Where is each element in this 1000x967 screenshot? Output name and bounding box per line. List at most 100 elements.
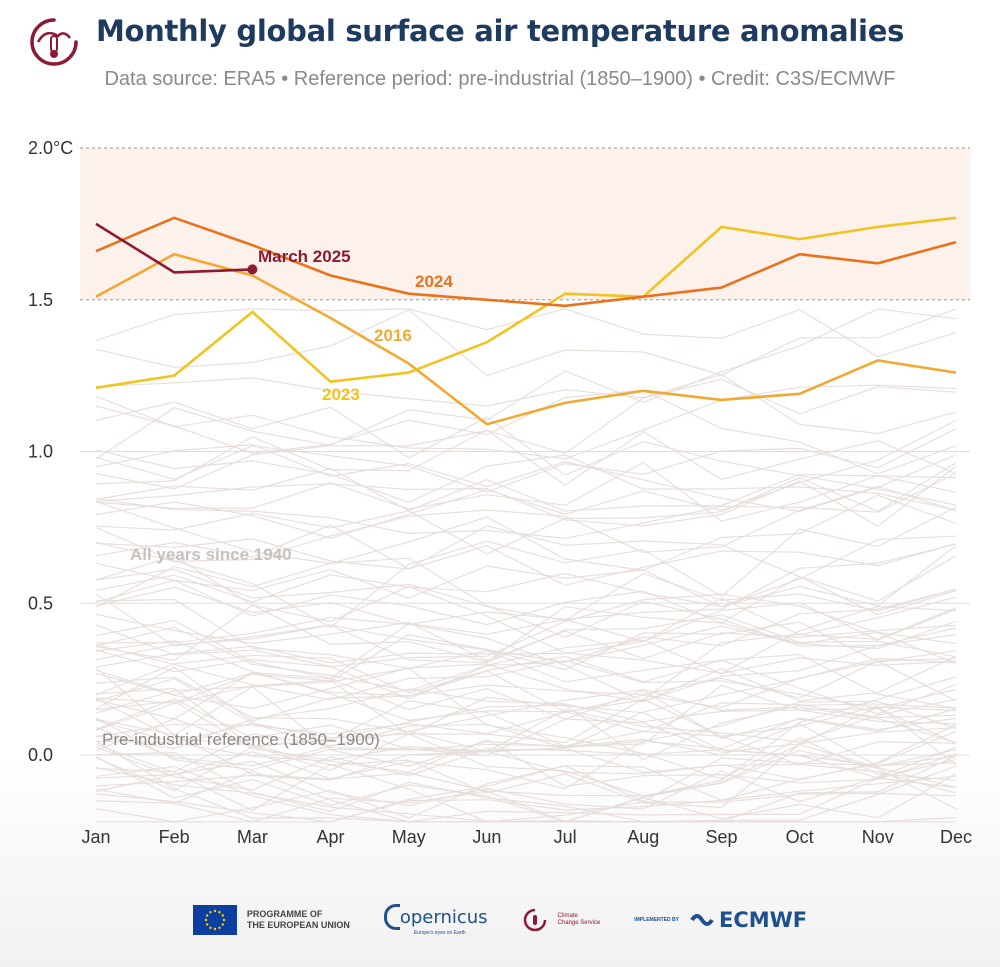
background-year-line: [95, 538, 957, 586]
background-year-line: [95, 545, 957, 608]
background-year-line: [95, 667, 957, 767]
ecmwf-logo-icon: [690, 914, 714, 926]
x-tick-label: Feb: [159, 827, 190, 847]
background-year-line: [95, 698, 957, 809]
background-year-line: [95, 598, 957, 709]
background-year-line: [95, 757, 957, 823]
eu-programme-logo: PROGRAMME OF THE EUROPEAN UNION: [192, 905, 350, 935]
background-year-line: [95, 429, 957, 486]
series-line-2024: [95, 216, 957, 308]
background-year-line: [95, 593, 957, 673]
y-tick-label: 1.5: [28, 290, 53, 310]
background-year-line: [95, 557, 957, 647]
background-year-line: [95, 506, 957, 629]
background-year-line: [95, 688, 957, 750]
background-year-line: [95, 588, 957, 700]
background-series-label: All years since 1940: [130, 545, 292, 564]
background-year-line: [95, 613, 957, 662]
series-label: 2023: [322, 385, 360, 404]
copernicus-logo-icon: [383, 904, 400, 930]
background-year-line: [95, 579, 957, 650]
c3s-text: Climate Change Service: [557, 913, 601, 926]
background-year-line: [95, 717, 957, 793]
series-label: March 2025: [258, 247, 351, 266]
background-year-line: [95, 596, 957, 680]
background-year-line: [95, 658, 957, 699]
background-year-line: [95, 667, 957, 781]
series-line-2023: [95, 216, 957, 390]
implemented-by-text: IMPLEMENTED BY: [634, 917, 679, 923]
x-tick-label: Aug: [627, 827, 659, 847]
background-year-line: [95, 751, 956, 823]
reference-label: Pre-industrial reference (1850–1900): [102, 730, 380, 749]
eu-flag-icon: [192, 905, 237, 935]
background-year-line: [95, 308, 957, 377]
background-year-line: [95, 419, 957, 539]
background-year-line: [95, 593, 957, 671]
x-tick-label: Mar: [237, 827, 268, 847]
background-year-line: [95, 543, 957, 644]
series-line-march-2025: [95, 222, 253, 274]
x-tick-label: May: [392, 827, 426, 847]
background-year-line: [95, 308, 957, 460]
background-year-line: [95, 602, 957, 668]
background-year-line: [95, 765, 957, 823]
background-year-line: [95, 461, 957, 522]
background-year-line: [95, 555, 957, 663]
page-title: Monthly global surface air temperature a…: [95, 14, 905, 48]
x-tick-label: Dec: [940, 827, 972, 847]
copernicus-logo: opernicus Europe's eyes on Earth: [383, 904, 488, 936]
background-year-line: [95, 644, 957, 710]
footer-logos: PROGRAMME OF THE EUROPEAN UNION opernicu…: [0, 895, 1000, 945]
x-tick-label: Apr: [317, 827, 345, 847]
background-year-line: [95, 586, 957, 703]
copernicus-tagline: Europe's eyes on Earth: [413, 930, 466, 936]
x-tick-label: Oct: [786, 827, 814, 847]
background-year-line: [95, 676, 957, 797]
background-year-line: [95, 698, 957, 787]
copernicus-text: opernicus: [399, 906, 488, 928]
x-tick-label: Jul: [554, 827, 577, 847]
background-year-line: [95, 449, 957, 511]
x-tick-label: Jan: [81, 827, 110, 847]
background-year-line: [95, 740, 957, 823]
ecmwf-logo: IMPLEMENTED BY ECMWF: [634, 908, 807, 932]
background-year-line: [95, 654, 957, 715]
background-year-line: [95, 671, 957, 754]
background-year-line: [95, 494, 957, 571]
y-tick-label: 2.0°C: [28, 138, 73, 158]
background-year-line: [95, 700, 957, 753]
x-tick-label: Sep: [705, 827, 737, 847]
series-label: 2016: [374, 326, 412, 345]
background-year-line: [95, 677, 957, 766]
background-year-line: [95, 462, 957, 555]
series-line-2016: [95, 252, 957, 426]
above-1-5-shaded-band: [80, 148, 970, 300]
background-year-line: [95, 700, 957, 792]
background-year-line: [95, 428, 957, 493]
background-year-line: [95, 443, 957, 513]
background-year-line: [95, 640, 957, 733]
background-year-line: [95, 679, 957, 767]
background-year-line: [95, 773, 957, 823]
background-year-line: [95, 743, 957, 823]
temperature-anomaly-chart: 2024 2023 2016 March 2025 All years since 19…: [28, 138, 972, 847]
background-year-line: [95, 746, 957, 810]
c3s-logo: Climate Change Service: [522, 907, 601, 933]
background-year-line: [95, 765, 957, 823]
background-year-line: [95, 378, 957, 490]
ecmwf-text: ECMWF: [718, 908, 808, 932]
c3s-logo-icon: [523, 908, 546, 932]
y-tick-label: 1.0: [28, 442, 53, 462]
y-tick-label: 0.0: [28, 745, 53, 765]
background-year-line: [95, 660, 957, 738]
background-year-line: [95, 373, 957, 435]
background-year-line: [95, 535, 957, 608]
x-tick-label: Nov: [862, 827, 894, 847]
background-year-line: [95, 605, 957, 692]
background-year-line: [95, 687, 957, 761]
c3s-thermometer-logo-icon: [30, 18, 78, 66]
background-year-line: [95, 472, 957, 539]
background-year-line: [95, 467, 957, 512]
background-year-line: [95, 401, 957, 506]
